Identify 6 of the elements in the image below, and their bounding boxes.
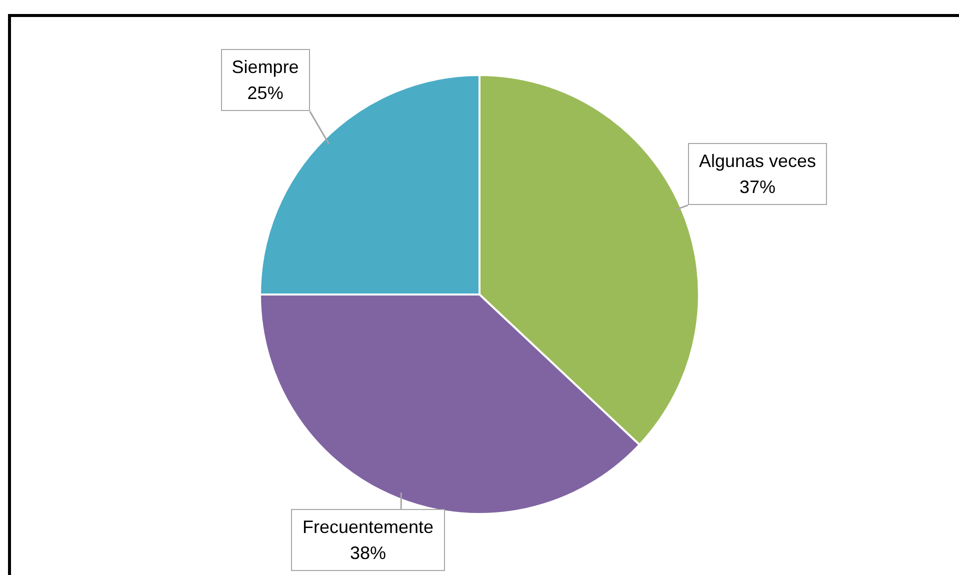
slice-label: Frecuentemente	[302, 516, 434, 539]
slice-label: Algunas veces	[698, 150, 816, 174]
slice-label: Siempre	[232, 56, 299, 80]
data-label: 37%	[738, 176, 777, 200]
data-label: 25%	[246, 82, 284, 106]
data-label: 38%	[349, 542, 388, 565]
